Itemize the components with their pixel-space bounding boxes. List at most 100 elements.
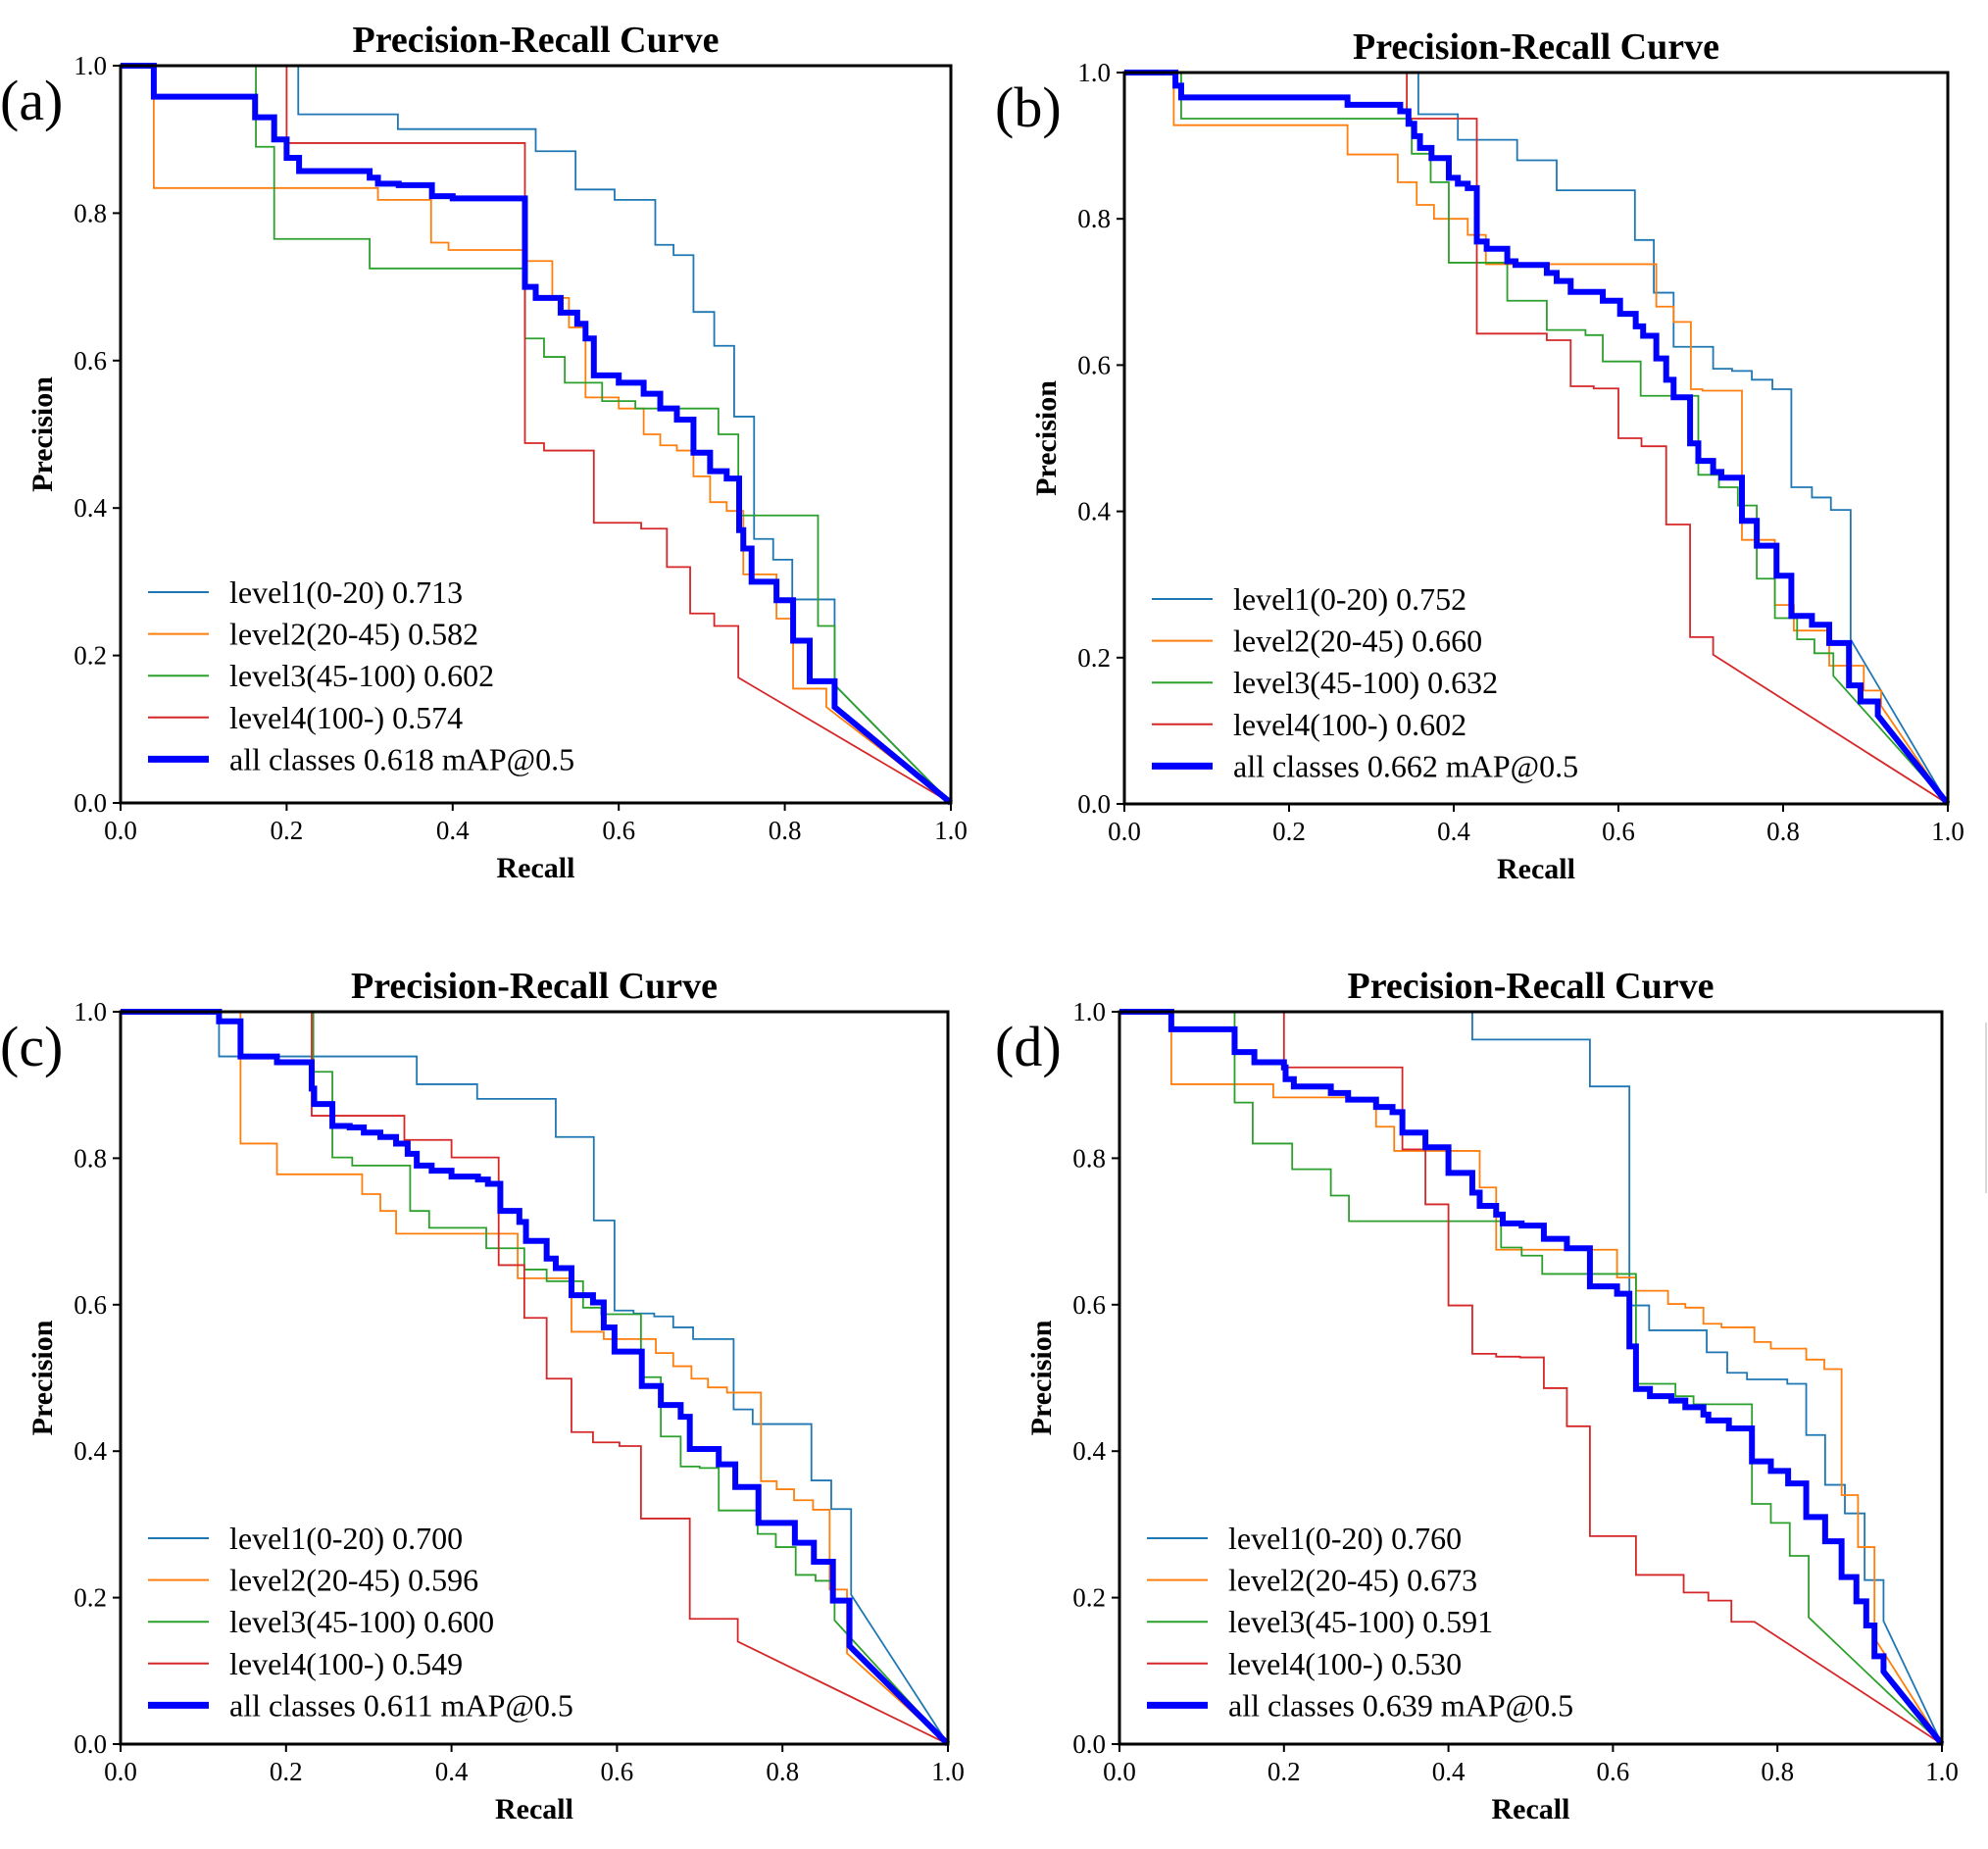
y-tick-label: 0.4	[74, 493, 107, 523]
x-tick-label: 0.6	[601, 1757, 634, 1786]
legend-entry: level4(100-) 0.530	[1228, 1646, 1462, 1681]
x-tick-label: 0.4	[1432, 1757, 1466, 1786]
y-axis-label: Precision	[26, 1320, 59, 1435]
legend-entry: level3(45-100) 0.602	[229, 658, 494, 693]
y-tick-label: 0.0	[74, 1729, 107, 1759]
x-axis-label: Recall	[495, 1793, 573, 1825]
x-tick-label: 0.8	[1761, 1757, 1794, 1786]
chart-panel-c: (c) Precision-Recall Curve Recall Precision…	[0, 966, 965, 1825]
series-line-level2	[121, 1011, 949, 1745]
x-tick-label: 0.4	[436, 816, 470, 845]
x-tick-label: 0.4	[435, 1757, 469, 1786]
x-tick-label: 1.0	[1925, 1757, 1959, 1786]
y-tick-label: 1.0	[74, 997, 107, 1026]
series-line-all-classes	[121, 1009, 951, 1747]
y-tick-label: 0.0	[74, 788, 107, 818]
legend: level1(0-20) 0.713 level2(20-45) 0.582 lev…	[148, 575, 574, 776]
axes-frame	[119, 64, 953, 805]
legend-entry: level2(20-45) 0.596	[229, 1563, 478, 1598]
chart-title: Precision-Recall Curve	[1348, 966, 1715, 1007]
x-tick-label: 0.6	[602, 816, 635, 845]
y-tick-label: 0.2	[1072, 1583, 1106, 1613]
axes-frame	[1118, 1010, 1944, 1746]
legend-entry: level1(0-20) 0.700	[229, 1521, 463, 1556]
y-tick-label: 0.0	[1072, 1729, 1106, 1759]
chart-title: Precision-Recall Curve	[351, 966, 718, 1007]
y-tick-label: 0.6	[74, 1290, 107, 1320]
legend-entry: all classes 0.618 mAP@0.5	[229, 741, 574, 776]
series-line-all-classes	[121, 63, 953, 806]
legend-entry: level1(0-20) 0.752	[1233, 581, 1466, 617]
legend-entry: level2(20-45) 0.673	[1228, 1563, 1477, 1598]
legend-entry: level3(45-100) 0.600	[229, 1604, 494, 1639]
y-tick-label: 0.2	[1077, 643, 1111, 673]
series-line-level1	[1124, 72, 1949, 805]
legend-entry: all classes 0.662 mAP@0.5	[1233, 748, 1578, 783]
x-tick-label: 0.8	[766, 1757, 799, 1786]
series-line-level3	[1124, 72, 1949, 805]
legend: level1(0-20) 0.752 level2(20-45) 0.660 lev…	[1152, 581, 1578, 783]
y-tick-label: 0.8	[1077, 204, 1111, 233]
x-tick-label: 0.2	[1267, 1757, 1301, 1786]
axes-frame	[1122, 71, 1950, 806]
panel-label: (a)	[0, 69, 63, 132]
series-line-level3	[1119, 1011, 1943, 1745]
x-tick-label: 0.6	[1602, 817, 1635, 846]
y-axis-label: Precision	[1030, 380, 1063, 496]
legend: level1(0-20) 0.700 level2(20-45) 0.596 lev…	[148, 1521, 573, 1723]
legend-entry: level4(100-) 0.602	[1233, 707, 1466, 742]
series-line-level4	[121, 65, 952, 804]
y-tick-label: 0.2	[74, 641, 107, 671]
legend-entry: all classes 0.611 mAP@0.5	[229, 1687, 573, 1723]
y-tick-label: 0.8	[74, 1143, 107, 1173]
series-line-level3	[121, 1011, 949, 1745]
series-line-all-classes	[1124, 70, 1951, 806]
y-tick-label: 0.4	[1077, 497, 1111, 526]
x-tick-label: 1.0	[1931, 817, 1964, 846]
x-axis-label: Recall	[497, 852, 575, 884]
x-tick-label: 0.0	[1103, 1757, 1136, 1786]
x-tick-label: 0.8	[769, 816, 802, 845]
x-tick-label: 0.2	[271, 816, 304, 845]
y-tick-label: 0.4	[74, 1436, 107, 1466]
legend-entry: level2(20-45) 0.582	[229, 617, 478, 652]
panel-label: (b)	[995, 75, 1062, 139]
y-tick-label: 0.6	[1072, 1290, 1106, 1320]
x-axis-label: Recall	[1497, 853, 1575, 885]
y-tick-label: 0.8	[74, 198, 107, 227]
legend-entry: level4(100-) 0.574	[229, 700, 463, 735]
chart-panel-a: (a) Precision-Recall Curve Recall Precision…	[0, 20, 968, 884]
x-tick-label: 0.0	[104, 816, 137, 845]
series-line-level1	[121, 1011, 949, 1745]
y-tick-label: 1.0	[1072, 997, 1106, 1026]
legend-entry: level3(45-100) 0.591	[1228, 1604, 1493, 1639]
legend: level1(0-20) 0.760 level2(20-45) 0.673 lev…	[1147, 1521, 1573, 1723]
y-axis-label: Precision	[1025, 1320, 1058, 1435]
y-tick-label: 0.8	[1072, 1143, 1106, 1173]
legend-entry: level1(0-20) 0.713	[229, 575, 463, 610]
x-tick-label: 1.0	[931, 1757, 965, 1786]
series-line-level1	[1119, 1011, 1943, 1745]
y-tick-label: 0.0	[1077, 789, 1111, 819]
chart-title: Precision-Recall Curve	[353, 20, 720, 61]
x-tick-label: 0.2	[270, 1757, 303, 1786]
x-tick-label: 0.0	[1108, 817, 1141, 846]
y-tick-label: 0.2	[74, 1583, 107, 1613]
y-tick-label: 1.0	[74, 51, 107, 80]
x-axis-label: Recall	[1492, 1793, 1570, 1825]
x-tick-label: 0.0	[104, 1757, 137, 1786]
x-tick-label: 0.4	[1437, 817, 1470, 846]
y-tick-label: 0.4	[1072, 1436, 1106, 1466]
y-tick-label: 1.0	[1077, 58, 1111, 87]
series-line-level1	[121, 65, 952, 804]
series-line-level4	[121, 1011, 949, 1745]
chart-panel-d: (d) Precision-Recall Curve Recall Precision…	[995, 966, 1959, 1825]
panel-label: (d)	[995, 1015, 1062, 1078]
series-line-level3	[121, 65, 952, 804]
legend-entry: level4(100-) 0.549	[229, 1646, 463, 1681]
panel-label: (c)	[0, 1015, 63, 1078]
legend-entry: all classes 0.639 mAP@0.5	[1228, 1687, 1573, 1723]
chart-title: Precision-Recall Curve	[1353, 26, 1719, 68]
axes-frame	[119, 1010, 950, 1746]
